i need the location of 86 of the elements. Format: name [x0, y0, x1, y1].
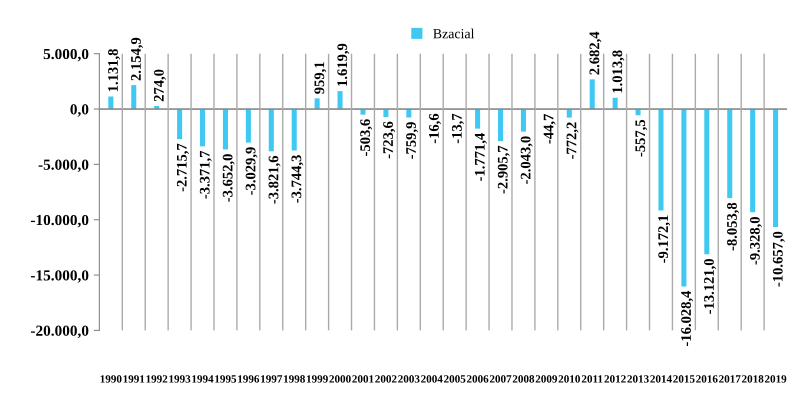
x-tick-label: 1995	[215, 375, 236, 383]
bar	[681, 109, 686, 286]
x-tick-label: 2012	[604, 375, 626, 383]
x-tick-label: 1993	[169, 375, 190, 383]
data-label: -44,7	[544, 114, 556, 144]
x-tick-label: 1999	[306, 375, 328, 383]
bar	[246, 109, 251, 143]
bar	[475, 109, 480, 129]
bar	[773, 109, 778, 227]
data-label: -3.821,6	[268, 156, 280, 204]
x-tick-label: 2007	[490, 375, 512, 383]
bar	[222, 109, 228, 150]
y-tick-label: 5.000,0	[44, 48, 88, 62]
x-tick-label: 2001	[352, 375, 374, 383]
data-label: -8.053,8	[726, 202, 739, 250]
x-tick-label: 2014	[650, 375, 672, 383]
data-label: 2.154,9	[131, 38, 143, 80]
data-label: -16.028,4	[681, 290, 694, 346]
bar	[177, 109, 182, 140]
bar	[292, 109, 297, 150]
bar	[727, 109, 732, 198]
bar	[131, 85, 136, 110]
x-tick-label: 2011	[582, 375, 602, 383]
x-tick-label: 2018	[742, 375, 764, 383]
data-label: 959,1	[314, 62, 326, 94]
y-tick-label: -15.000,0	[30, 270, 88, 283]
bar	[268, 109, 274, 152]
y-tick-label: 0,0	[70, 104, 88, 117]
data-label: -3.029,9	[246, 147, 258, 195]
data-label: -10.657,0	[772, 232, 785, 287]
data-label: -772,2	[566, 122, 578, 159]
x-tick-label: 2017	[719, 375, 741, 383]
bar	[590, 79, 595, 110]
x-tick-label: 1990	[100, 375, 122, 383]
bar	[498, 109, 504, 142]
bar	[704, 109, 710, 254]
x-tick-label: 2015	[673, 375, 695, 383]
data-label: -13,7	[452, 114, 464, 144]
data-label: 1.013,8	[612, 50, 624, 92]
x-tick-label: 2004	[421, 375, 443, 383]
x-tick-label: 2006	[466, 375, 488, 383]
x-tick-label: 2019	[764, 375, 786, 383]
bar	[338, 91, 343, 110]
x-tick-label: 2005	[444, 375, 466, 383]
x-tick-label: 1991	[124, 375, 144, 383]
x-tick-label: 2016	[696, 375, 718, 383]
data-label: -3.371,7	[200, 150, 212, 199]
data-label: -1.771,4	[474, 133, 487, 181]
y-tick-label: -5.000,0	[38, 160, 88, 172]
bar	[108, 96, 114, 110]
x-tick-label: 2009	[536, 375, 558, 383]
x-tick-label: 1998	[284, 375, 305, 383]
data-label: -2.715,7	[176, 144, 189, 192]
x-tick-label: 2008	[512, 375, 534, 383]
y-tick-label: -20.000,0	[30, 326, 88, 338]
data-label: -759,9	[406, 122, 418, 159]
x-tick-label: 2010	[558, 375, 580, 383]
x-tick-label: 2013	[627, 375, 649, 383]
data-label: -503,6	[360, 119, 372, 156]
data-label: -3.744,3	[292, 155, 304, 203]
legend-label: Bzacial	[433, 28, 474, 38]
data-label: 1.619,9	[337, 44, 350, 86]
x-tick-label: 1997	[261, 375, 282, 383]
data-label: 1.131,8	[108, 49, 120, 92]
data-label: -13.121,0	[704, 258, 716, 314]
x-tick-label: 2000	[329, 375, 351, 383]
bar	[750, 109, 756, 212]
data-label: -9.172,1	[658, 215, 670, 263]
data-label: 2.682,4	[589, 32, 602, 75]
x-tick-label: 1996	[238, 375, 260, 383]
x-tick-label: 2003	[398, 375, 420, 383]
data-label: 274,0	[154, 70, 166, 102]
x-tick-label: 1992	[146, 375, 168, 383]
data-label: -9.328,0	[750, 217, 762, 265]
data-label: -2.043,0	[520, 136, 533, 184]
data-label: -3.652,0	[222, 154, 235, 202]
bar	[658, 109, 664, 211]
y-tick-label: -10.000,0	[30, 214, 88, 228]
data-label: -2.905,7	[498, 146, 510, 194]
data-label: -557,5	[635, 120, 648, 157]
x-tick-label: 1994	[192, 375, 214, 383]
data-label: -723,6	[383, 122, 396, 158]
data-label: -16,6	[429, 114, 441, 144]
bar	[200, 109, 206, 146]
x-tick-label: 2002	[375, 375, 397, 383]
bar	[520, 109, 526, 132]
